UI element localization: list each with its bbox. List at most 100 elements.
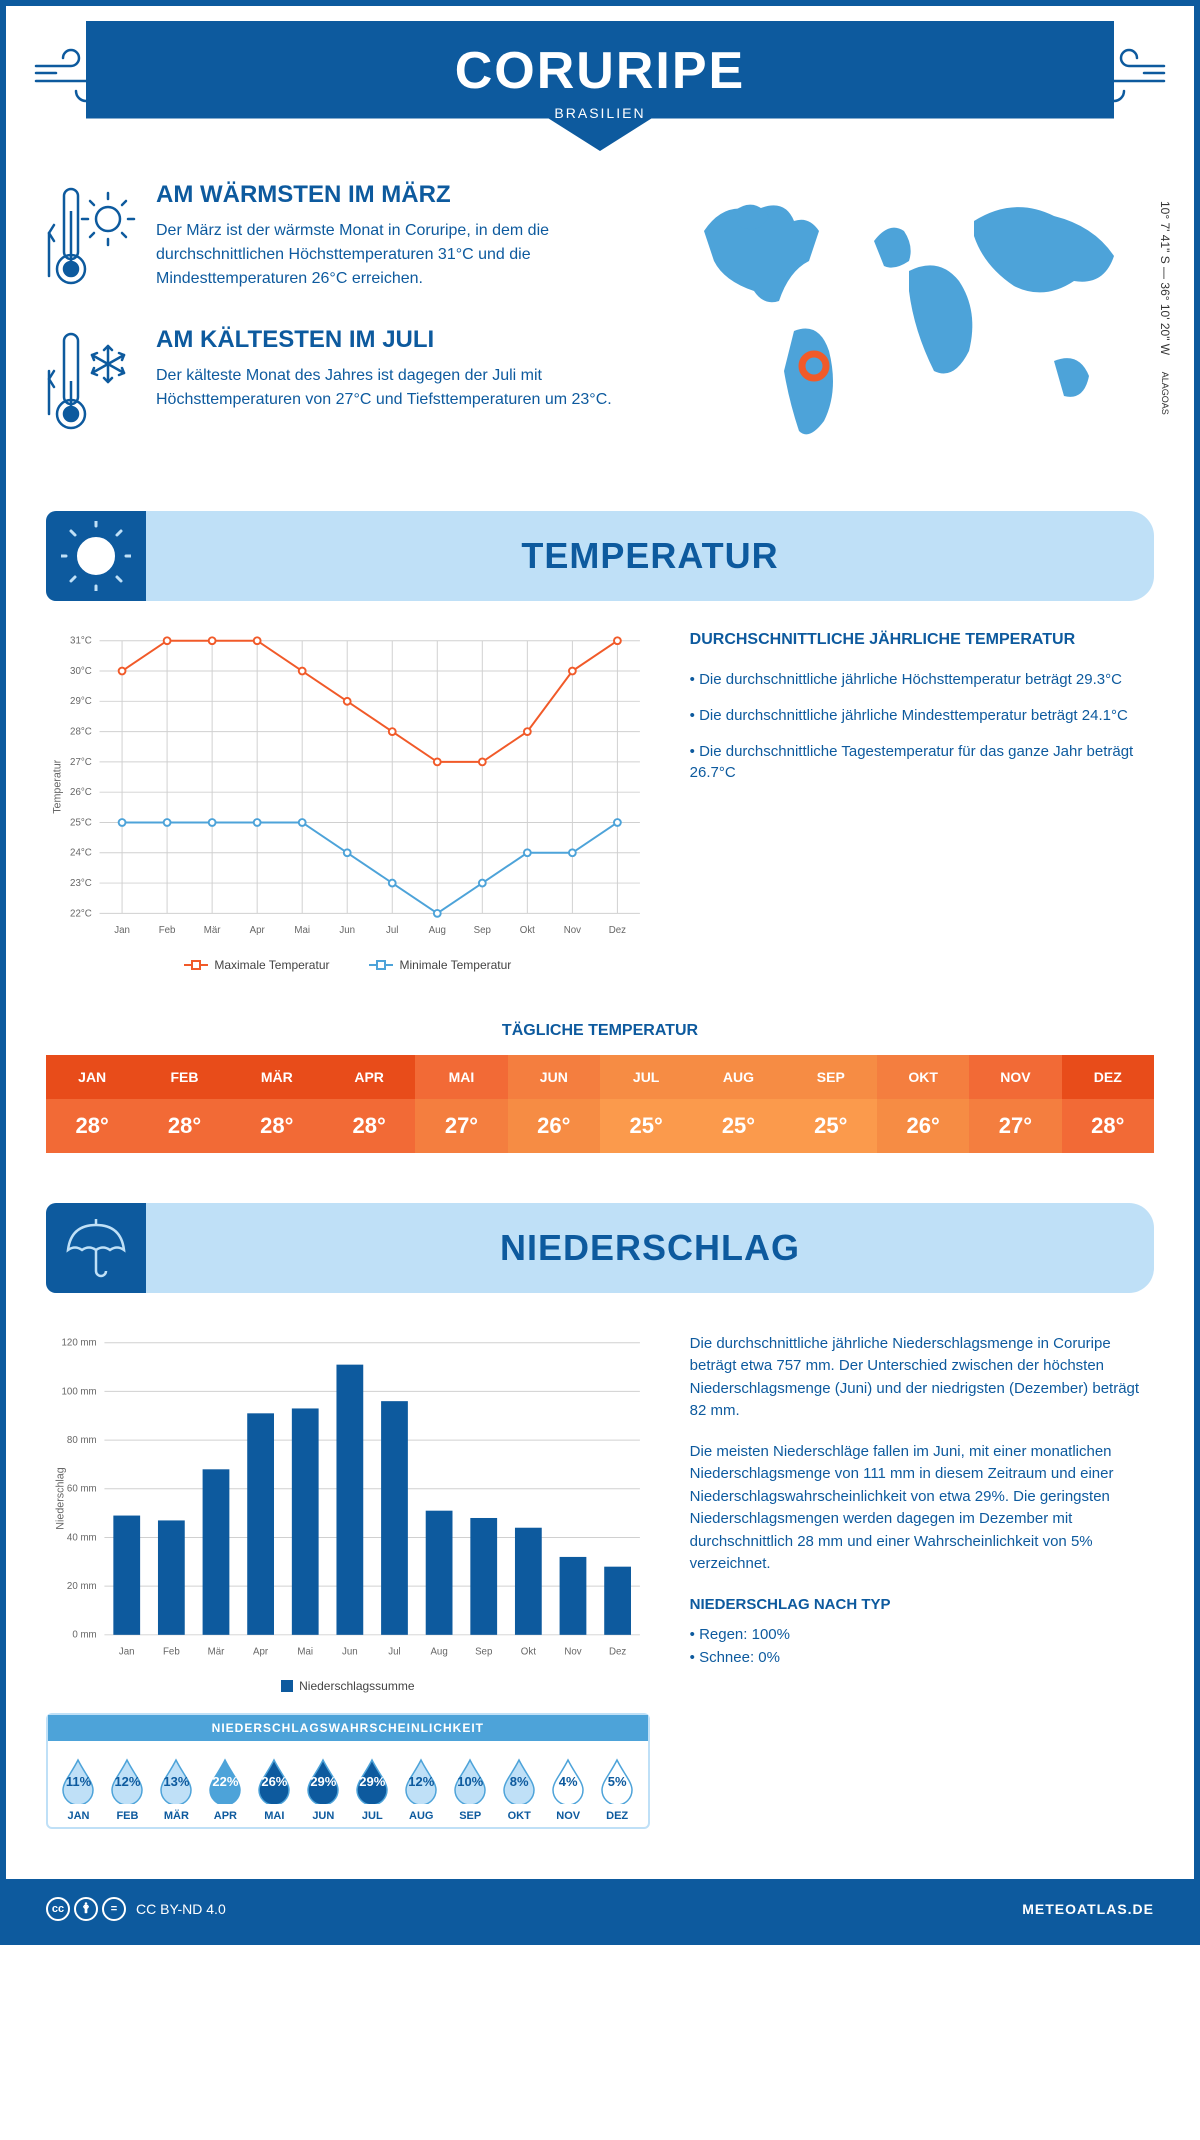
- svg-text:22°C: 22°C: [70, 908, 92, 919]
- precip-bar-chart: 0 mm20 mm40 mm60 mm80 mm100 mm120 mmJanF…: [46, 1333, 650, 1664]
- drop-item: 8%OKT: [497, 1756, 542, 1822]
- daily-body-cell: 28°: [231, 1099, 323, 1153]
- daily-head-cell: NOV: [969, 1055, 1061, 1099]
- temp-legend: .legend-item:nth-child(1) .legend-line::…: [46, 958, 650, 972]
- daily-temp-table: JANFEBMÄRAPRMAIJUNJULAUGSEPOKTNOVDEZ 28°…: [46, 1055, 1154, 1153]
- daily-head-cell: APR: [323, 1055, 415, 1099]
- legend-label: Minimale Temperatur: [399, 958, 511, 972]
- prob-title: NIEDERSCHLAGSWAHRSCHEINLICHKEIT: [48, 1715, 648, 1741]
- legend-min: .legend-item:nth-child(2) .legend-line::…: [369, 958, 511, 972]
- svg-text:Okt: Okt: [521, 1646, 536, 1657]
- warmest-fact: AM WÄRMSTEN IM MÄRZ Der März ist der wär…: [46, 181, 644, 296]
- map-panel: 10° 7' 41" S — 36° 10' 20" W ALAGOAS: [674, 181, 1154, 471]
- svg-text:Mai: Mai: [297, 1646, 313, 1657]
- prob-drops: 11%JAN12%FEB13%MÄR22%APR26%MAI29%JUN29%J…: [48, 1741, 648, 1827]
- temp-line-chart: 22°C23°C24°C25°C26°C27°C28°C29°C30°C31°C…: [46, 631, 650, 972]
- daily-body-row: 28°28°28°28°27°26°25°25°25°26°27°28°: [46, 1099, 1154, 1153]
- daily-body-cell: 25°: [785, 1099, 877, 1153]
- svg-text:120 mm: 120 mm: [62, 1337, 97, 1348]
- svg-text:Mär: Mär: [204, 925, 222, 936]
- header-wrap: CORURIPE BRASILIEN: [6, 21, 1194, 151]
- svg-text:Mai: Mai: [294, 925, 310, 936]
- svg-text:Sep: Sep: [475, 1646, 492, 1657]
- svg-text:Feb: Feb: [163, 1646, 180, 1657]
- svg-text:Jun: Jun: [342, 1646, 358, 1657]
- daily-head-cell: SEP: [785, 1055, 877, 1099]
- precip-section-header: NIEDERSCHLAG: [46, 1203, 1154, 1293]
- svg-text:26°C: 26°C: [70, 787, 92, 798]
- precip-p1: Die durchschnittliche jährliche Niedersc…: [690, 1333, 1154, 1423]
- coords-text: 10° 7' 41" S — 36° 10' 20" W: [1158, 201, 1172, 355]
- intro-section: AM WÄRMSTEN IM MÄRZ Der März ist der wär…: [6, 151, 1194, 491]
- license-text: CC BY-ND 4.0: [136, 1901, 226, 1917]
- page: CORURIPE BRASILIEN AM WÄRMSTEN IM MÄRZ D…: [0, 0, 1200, 1945]
- fact-title: AM WÄRMSTEN IM MÄRZ: [156, 181, 644, 209]
- daily-body-cell: 26°: [508, 1099, 600, 1153]
- drop-item: 4%NOV: [546, 1756, 591, 1822]
- drop-item: 10%SEP: [448, 1756, 493, 1822]
- section-title: TEMPERATUR: [146, 535, 1154, 577]
- precip-rain: • Regen: 100%: [690, 1624, 1154, 1647]
- svg-text:Aug: Aug: [429, 925, 446, 936]
- svg-text:Sep: Sep: [474, 925, 491, 936]
- svg-text:28°C: 28°C: [70, 727, 92, 738]
- svg-text:60 mm: 60 mm: [67, 1483, 97, 1494]
- temp-section-header: TEMPERATUR: [46, 511, 1154, 601]
- fact-title: AM KÄLTESTEN IM JULI: [156, 326, 644, 354]
- svg-text:40 mm: 40 mm: [67, 1532, 97, 1543]
- drop-item: 5%DEZ: [595, 1756, 640, 1822]
- cc-icons: cc 🛉 =: [46, 1897, 126, 1921]
- daily-head-cell: OKT: [877, 1055, 969, 1099]
- thermometer-snow-icon: [46, 326, 136, 441]
- section-title: NIEDERSCHLAG: [146, 1227, 1154, 1269]
- drop-item: 29%JUN: [301, 1756, 346, 1822]
- svg-text:31°C: 31°C: [70, 636, 92, 647]
- drop-item: 22%APR: [203, 1756, 248, 1822]
- site-name: METEOATLAS.DE: [1022, 1901, 1154, 1917]
- coldest-fact: AM KÄLTESTEN IM JULI Der kälteste Monat …: [46, 326, 644, 441]
- header-banner: CORURIPE BRASILIEN: [86, 21, 1114, 151]
- drop-item: 29%JUL: [350, 1756, 395, 1822]
- daily-body-cell: 27°: [969, 1099, 1061, 1153]
- svg-text:29°C: 29°C: [70, 696, 92, 707]
- fact-content: AM WÄRMSTEN IM MÄRZ Der März ist der wär…: [156, 181, 644, 296]
- svg-text:Jan: Jan: [114, 925, 130, 936]
- fact-content: AM KÄLTESTEN IM JULI Der kälteste Monat …: [156, 326, 644, 441]
- precip-text: Die durchschnittliche jährliche Niedersc…: [690, 1333, 1154, 1829]
- nd-icon: =: [102, 1897, 126, 1921]
- daily-body-cell: 28°: [1062, 1099, 1154, 1153]
- svg-text:Jan: Jan: [119, 1646, 135, 1657]
- country-name: BRASILIEN: [86, 105, 1114, 121]
- daily-body-cell: 25°: [692, 1099, 784, 1153]
- svg-text:Dez: Dez: [609, 1646, 626, 1657]
- fact-text: Der kälteste Monat des Jahres ist dagege…: [156, 364, 644, 412]
- by-icon: 🛉: [74, 1897, 98, 1921]
- drop-item: 12%AUG: [399, 1756, 444, 1822]
- daily-head-cell: AUG: [692, 1055, 784, 1099]
- daily-head-cell: MÄR: [231, 1055, 323, 1099]
- svg-text:Jul: Jul: [386, 925, 398, 936]
- temp-info-p3: • Die durchschnittliche Tagestemperatur …: [690, 741, 1154, 783]
- legend-bar: Niederschlagssumme: [281, 1679, 414, 1693]
- daily-head-row: JANFEBMÄRAPRMAIJUNJULAUGSEPOKTNOVDEZ: [46, 1055, 1154, 1099]
- svg-text:Jul: Jul: [388, 1646, 400, 1657]
- legend-max: .legend-item:nth-child(1) .legend-line::…: [184, 958, 329, 972]
- daily-head-cell: DEZ: [1062, 1055, 1154, 1099]
- sun-icon: [46, 511, 146, 601]
- temp-info-p2: • Die durchschnittliche jährliche Mindes…: [690, 705, 1154, 726]
- daily-head-cell: JAN: [46, 1055, 138, 1099]
- precip-content: 0 mm20 mm40 mm60 mm80 mm100 mm120 mmJanF…: [6, 1313, 1194, 1849]
- coordinates: 10° 7' 41" S — 36° 10' 20" W ALAGOAS: [1158, 201, 1172, 415]
- svg-text:30°C: 30°C: [70, 666, 92, 677]
- drop-item: 12%FEB: [105, 1756, 150, 1822]
- daily-head-cell: FEB: [138, 1055, 230, 1099]
- temp-info-p1: • Die durchschnittliche jährliche Höchst…: [690, 669, 1154, 690]
- temp-content: 22°C23°C24°C25°C26°C27°C28°C29°C30°C31°C…: [6, 621, 1194, 1002]
- svg-text:Feb: Feb: [159, 925, 176, 936]
- drop-item: 11%JAN: [56, 1756, 101, 1822]
- svg-text:Okt: Okt: [520, 925, 535, 936]
- daily-title: TÄGLICHE TEMPERATUR: [6, 1022, 1194, 1040]
- legend-label: Niederschlagssumme: [299, 1679, 414, 1693]
- svg-text:Mär: Mär: [208, 1646, 226, 1657]
- svg-text:20 mm: 20 mm: [67, 1581, 97, 1592]
